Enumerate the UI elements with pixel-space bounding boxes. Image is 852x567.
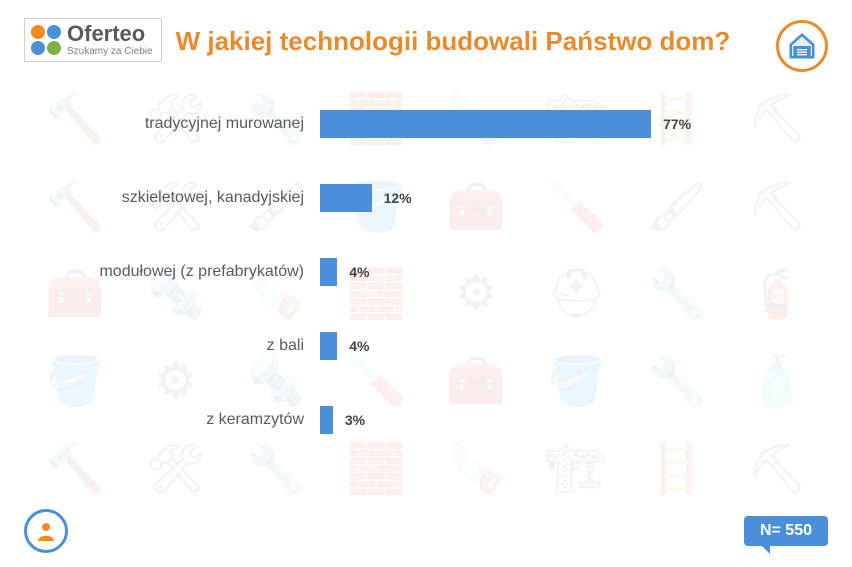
chart-title: W jakiej technologii budowali Państwo do… (176, 18, 762, 57)
person-icon (24, 509, 68, 553)
header: Oferteo Szukamy za Ciebie W jakiej techn… (0, 0, 852, 80)
bar-label: szkieletowej, kanadyjskiej (60, 189, 320, 207)
bar-value: 4% (349, 338, 369, 354)
footer: N= 550 (0, 509, 852, 553)
bar-fill (320, 332, 337, 360)
chart-row: z keramzytów 3% (60, 406, 792, 434)
bar-label: z bali (60, 337, 320, 355)
chart-row: modułowej (z prefabrykatów) 4% (60, 258, 792, 286)
bar-track: 4% (320, 332, 792, 360)
bar-label: z keramzytów (60, 411, 320, 429)
bar-fill (320, 406, 333, 434)
bar-track: 12% (320, 184, 792, 212)
bar-fill (320, 258, 337, 286)
bar-track: 77% (320, 110, 792, 138)
chart-row: szkieletowej, kanadyjskiej 12% (60, 184, 792, 212)
sample-size-badge: N= 550 (744, 516, 828, 546)
chart-row: tradycyjnej murowanej 77% (60, 110, 792, 138)
bar-value: 12% (384, 190, 412, 206)
brand-logo: Oferteo Szukamy za Ciebie (24, 18, 162, 62)
sample-value: 550 (785, 522, 812, 539)
bar-value: 77% (663, 116, 691, 132)
house-icon (776, 20, 828, 72)
logo-tagline: Szukamy za Ciebie (67, 47, 153, 57)
sample-prefix: N= (760, 522, 781, 539)
chart-row: z bali 4% (60, 332, 792, 360)
bar-chart: tradycyjnej murowanej 77% szkieletowej, ka… (0, 80, 852, 500)
bar-value: 3% (345, 412, 365, 428)
bar-track: 3% (320, 406, 792, 434)
bar-fill (320, 184, 372, 212)
logo-mark (31, 25, 61, 55)
bar-value: 4% (349, 264, 369, 280)
bar-fill (320, 110, 651, 138)
bar-track: 4% (320, 258, 792, 286)
bar-label: modułowej (z prefabrykatów) (60, 263, 320, 281)
bar-label: tradycyjnej murowanej (60, 115, 320, 133)
logo-name: Oferteo (67, 23, 153, 45)
